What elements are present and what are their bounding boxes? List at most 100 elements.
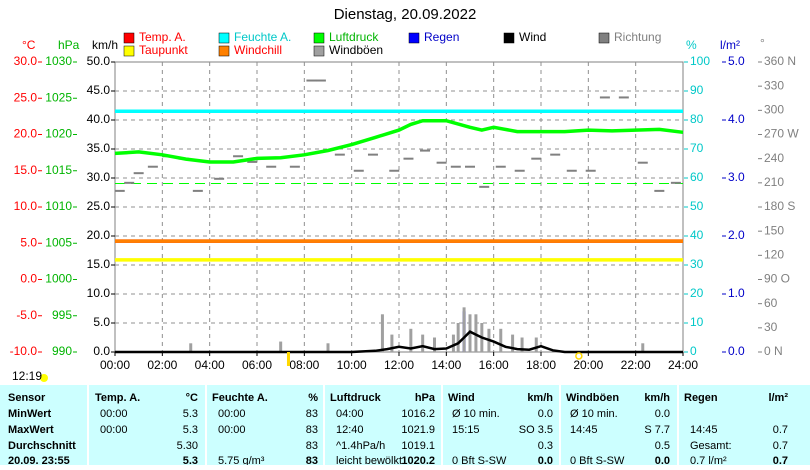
table-cell: 14:45 <box>570 424 598 436</box>
y-tick-label: 360 N <box>764 54 796 68</box>
y-tick-label: 2.0 <box>728 228 745 242</box>
table-header: Luftdruck <box>330 392 382 404</box>
table-header: Wind <box>448 392 475 404</box>
table-cell: 0.7 l/m² <box>690 455 727 465</box>
axis-title: hPa <box>58 38 80 52</box>
x-tick-label: 06:00 <box>242 358 272 372</box>
sunset-marker <box>575 352 583 360</box>
y-tick-label: 5.0 <box>728 54 745 68</box>
legend-swatch <box>218 32 230 44</box>
table-cell: 0.0 <box>538 455 553 465</box>
series-bar <box>189 343 193 352</box>
y-tick-label: 1020 <box>45 127 72 141</box>
y-tick-label: 240 <box>764 151 784 165</box>
chart-title: Dienstag, 20.09.2022 <box>334 6 477 23</box>
y-tick-label: 1030 <box>45 54 72 68</box>
y-tick-label: 1.0 <box>728 286 745 300</box>
y-tick-label: 40 <box>690 228 704 242</box>
table-cell: 12:40 <box>336 424 364 436</box>
table-cell: MinWert <box>8 408 52 420</box>
table-cell: 83 <box>306 440 318 452</box>
series-bar <box>456 323 460 352</box>
y-tick-label: 1025 <box>45 90 72 104</box>
table-header: Sensor <box>8 392 46 404</box>
y-tick-label: 40.0 <box>87 112 111 126</box>
x-tick-label: 00:00 <box>100 358 130 372</box>
x-tick-label: 18:00 <box>526 358 556 372</box>
table-cell: 0 Bft S-SW <box>452 455 507 465</box>
table-header: Temp. A. <box>95 392 140 404</box>
y-tick-label: 5.0 <box>93 315 110 329</box>
table-cell: 83 <box>306 408 318 420</box>
y-tick-label: 300 <box>764 103 784 117</box>
table-cell: 0.7 <box>773 440 788 452</box>
x-tick-label: 22:00 <box>621 358 651 372</box>
table-cell: 5.3 <box>183 408 198 420</box>
y-tick-label: 1015 <box>45 163 72 177</box>
y-tick-label: 0.0 <box>20 272 37 286</box>
table-cell: 1019.1 <box>401 440 435 452</box>
y-tick-label: 25.0 <box>87 199 111 213</box>
table-cell: 1020.2 <box>401 455 435 465</box>
series-bar <box>511 334 515 352</box>
legend-label: Luftdruck <box>329 30 379 44</box>
table-cell: 0.3 <box>538 440 553 452</box>
y-tick-label: 30.0 <box>14 54 38 68</box>
series-bar <box>534 337 538 352</box>
y-tick-label: 60 <box>764 296 778 310</box>
legend-label: Temp. A. <box>139 30 186 44</box>
y-tick-label: 0.0 <box>728 344 745 358</box>
y-tick-label: 1010 <box>45 199 72 213</box>
table-cell: 1021.9 <box>401 424 435 436</box>
table-cell: 5.3 <box>183 424 198 436</box>
y-tick-label: 3.0 <box>728 170 745 184</box>
axis-title: l/m² <box>720 38 740 52</box>
x-tick-label: 04:00 <box>195 358 225 372</box>
series-bar <box>380 314 384 352</box>
table-cell: 5.75 g/m³ <box>218 455 265 465</box>
table-header: hPa <box>415 392 436 404</box>
table-cell: 0.7 <box>773 424 788 436</box>
table-header: l/m² <box>768 392 788 404</box>
legend-swatch <box>408 32 420 44</box>
table-cell: 83 <box>306 424 318 436</box>
table-header: Regen <box>684 392 718 404</box>
axis-title: % <box>686 38 697 52</box>
y-tick-label: 50 <box>690 199 704 213</box>
y-tick-label: 0 N <box>764 344 783 358</box>
table-cell: 1016.2 <box>401 408 435 420</box>
table-cell: Gesamt: <box>690 440 732 452</box>
y-tick-label: 120 <box>764 248 784 262</box>
y-tick-label: 60 <box>690 170 704 184</box>
y-tick-label: -5.0 <box>16 308 37 322</box>
table-cell: 00:00 <box>100 424 128 436</box>
table-separators <box>87 385 679 465</box>
table-cell: 5.30 <box>177 440 198 452</box>
y-tick-label: 15.0 <box>14 163 38 177</box>
y-tick-label: -10.0 <box>10 344 38 358</box>
axis-title: ° <box>760 36 765 50</box>
table-cell: S 7.7 <box>644 424 670 436</box>
y-tick-label: 210 <box>764 175 784 189</box>
y-tick-label: 35.0 <box>87 141 111 155</box>
table-cell: 0.0 <box>655 408 670 420</box>
table-cell: 20.09. 23:55 <box>8 455 70 465</box>
series-bar <box>390 334 394 352</box>
table-cell: 0.7 <box>773 455 788 465</box>
legend-swatch <box>218 45 230 57</box>
table-cell: 83 <box>306 455 318 465</box>
y-tick-label: 20.0 <box>14 127 38 141</box>
series-line <box>114 118 684 164</box>
series-bar <box>641 343 645 352</box>
legend-label: Windböen <box>329 43 383 57</box>
series-bar <box>279 341 283 352</box>
data-table: Sensor Temp. A. °C Feuchte A.% Luftdruck hPa W… <box>8 392 788 467</box>
y-tick-label: 150 <box>764 223 784 237</box>
x-tick-label: 16:00 <box>479 358 509 372</box>
y-tick-label: 330 <box>764 78 784 92</box>
y-tick-label: 180 S <box>764 199 795 213</box>
y-tick-label: 50.0 <box>87 54 111 68</box>
series-bar <box>451 334 455 352</box>
